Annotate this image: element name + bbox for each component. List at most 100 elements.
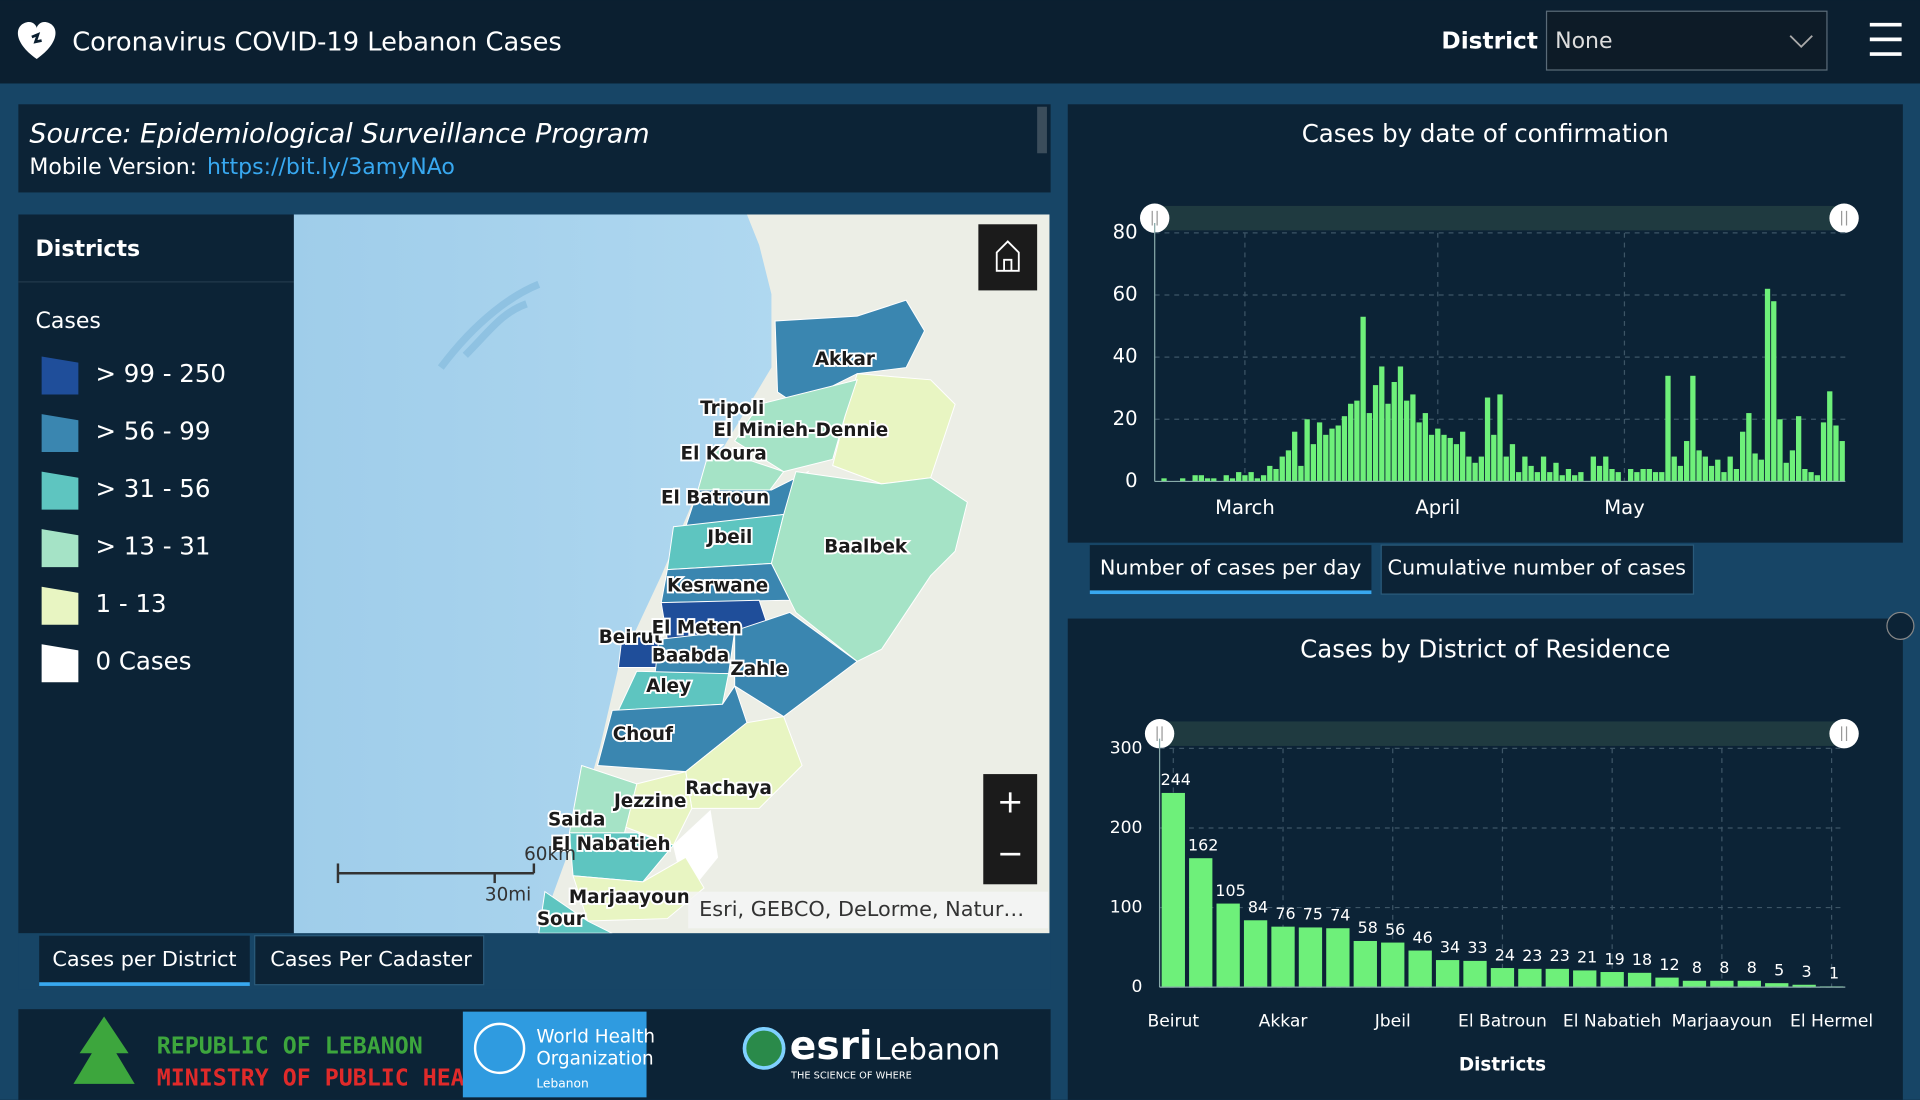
- map-label: Rachaya: [685, 778, 772, 799]
- bar: [1161, 792, 1185, 988]
- bar: [1715, 459, 1721, 482]
- data-label: 34: [1440, 937, 1460, 956]
- map-label: El Nabatieh: [551, 834, 670, 855]
- tab-label[interactable]: Cases per District: [52, 947, 236, 971]
- bar: [1839, 441, 1845, 482]
- bar: [1572, 475, 1578, 482]
- mobile-link[interactable]: https://bit.ly/3amyNAo: [207, 155, 455, 180]
- tab[interactable]: [1380, 544, 1695, 595]
- tab-label[interactable]: Cumulative number of cases: [1388, 555, 1686, 579]
- dropdown-value: None: [1555, 29, 1612, 54]
- data-label: 24: [1495, 945, 1515, 964]
- bar: [1665, 375, 1671, 482]
- bar: [1441, 434, 1447, 482]
- district-dropdown[interactable]: [1545, 10, 1828, 71]
- bar: [1603, 456, 1609, 482]
- bar: [1310, 444, 1316, 482]
- legend-swatch: [41, 356, 79, 395]
- bar: [1460, 431, 1466, 482]
- bar: [1573, 970, 1597, 988]
- bar: [1628, 469, 1634, 482]
- menu-button[interactable]: [1869, 22, 1902, 56]
- range-slider[interactable]: [1154, 205, 1846, 231]
- bar: [1596, 465, 1603, 482]
- district-shape: [774, 299, 926, 405]
- bar: [1609, 469, 1615, 482]
- bar: [1491, 434, 1497, 482]
- slider-handle[interactable]: [1829, 718, 1859, 749]
- y-tick-label: 40: [1113, 345, 1138, 368]
- who-line3: Lebanon: [536, 1076, 588, 1090]
- bar: [1518, 968, 1542, 988]
- data-label: 58: [1358, 918, 1378, 937]
- bar: [1696, 450, 1702, 482]
- data-label: 33: [1467, 938, 1487, 957]
- map-label: Saida: [548, 810, 605, 831]
- slider-grip: [1156, 726, 1163, 742]
- map-label: Marjaayoun: [569, 887, 690, 908]
- zoom-in[interactable]: +: [997, 782, 1024, 820]
- map-label: Jezzine: [612, 791, 686, 812]
- bar: [1329, 428, 1335, 482]
- bar: [1478, 456, 1484, 482]
- data-label: 23: [1550, 946, 1570, 965]
- home-button[interactable]: [978, 224, 1038, 291]
- bar: [1802, 469, 1808, 482]
- data-label: 74: [1330, 906, 1350, 925]
- slider-handle[interactable]: [1829, 203, 1859, 233]
- app-icon-mark: [31, 32, 42, 44]
- bar: [1304, 419, 1310, 482]
- x-axis-title: Districts: [1459, 1055, 1546, 1076]
- tab-active[interactable]: [39, 935, 250, 985]
- tab-label[interactable]: Cases Per Cadaster: [270, 947, 472, 971]
- bar: [1758, 459, 1764, 482]
- tab-active[interactable]: [1089, 545, 1372, 595]
- who-line1: World Health: [536, 1026, 655, 1047]
- moph-cedar: [73, 1016, 135, 1084]
- source-title: Source: Epidemiological Surveillance Pro…: [29, 118, 649, 149]
- esri-globe: [742, 1026, 786, 1070]
- district-polygons: [538, 299, 968, 934]
- bar: [1777, 419, 1783, 482]
- slider-handle[interactable]: [1140, 203, 1170, 233]
- map-label: Baabda: [652, 646, 729, 667]
- y-tick-label: 60: [1113, 283, 1138, 306]
- bar: [1522, 456, 1528, 482]
- bar: [1292, 431, 1298, 482]
- map-label: Zahle: [730, 659, 788, 680]
- bar: [1783, 462, 1789, 482]
- expand-button[interactable]: [1886, 611, 1915, 641]
- bar: [1795, 416, 1802, 482]
- bar: [1243, 920, 1268, 988]
- bar: [1279, 456, 1285, 482]
- bar: [1236, 472, 1242, 482]
- bar: [1490, 968, 1515, 988]
- data-label: 105: [1215, 881, 1245, 900]
- map-label: El Meten: [652, 617, 742, 638]
- bar: [1422, 413, 1428, 482]
- bar: [1341, 416, 1348, 482]
- chart-title: Cases by District of Residence: [1300, 634, 1670, 663]
- source-panel: [18, 104, 1051, 193]
- map-label: Chouf: [613, 724, 674, 745]
- bar: [1702, 456, 1708, 482]
- zoom-out[interactable]: −: [997, 834, 1024, 872]
- who-emblem: [473, 1022, 526, 1075]
- range-slider[interactable]: [1159, 721, 1846, 746]
- bar: [1534, 472, 1540, 482]
- zoom-control[interactable]: [983, 774, 1038, 885]
- x-tick-label: March: [1215, 496, 1275, 519]
- bar: [1335, 425, 1341, 482]
- tab[interactable]: [254, 935, 485, 986]
- moph-line2: MINISTRY OF PUBLIC HEALTH: [157, 1064, 507, 1091]
- who-line2: Organization: [536, 1048, 653, 1069]
- tab-label[interactable]: Number of cases per day: [1100, 555, 1361, 579]
- moph-line1: REPUBLIC OF LEBANON: [157, 1033, 423, 1060]
- slider-handle[interactable]: [1144, 718, 1175, 749]
- esri-country: Lebanon: [874, 1032, 1000, 1066]
- bar: [1765, 983, 1789, 988]
- bar: [1385, 403, 1391, 482]
- bar: [1752, 453, 1758, 482]
- legend-swatch: [41, 586, 79, 625]
